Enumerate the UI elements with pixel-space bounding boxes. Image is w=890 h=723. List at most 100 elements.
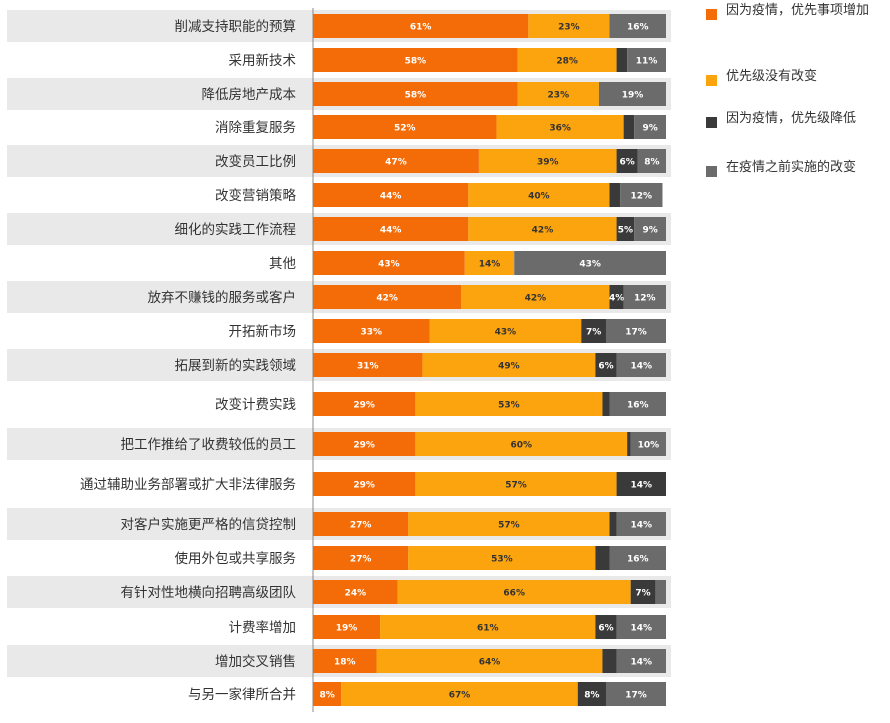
data-label: 10% [638, 441, 660, 451]
data-label: 7% [586, 328, 601, 338]
bar-segment [313, 319, 430, 343]
bar-segment [598, 82, 666, 106]
bar-segment [602, 649, 617, 673]
data-label: 4% [609, 294, 624, 304]
data-label: 9% [642, 124, 657, 134]
data-label: 58% [405, 91, 427, 101]
bar-segment [517, 82, 599, 106]
data-label: 16% [627, 401, 649, 411]
bar-segment [313, 149, 479, 173]
bar-segment [313, 251, 465, 275]
bar-segment [517, 48, 617, 72]
category-label: 计费率增加 [229, 619, 297, 636]
category-label: 拓展到新的实践领域 [175, 358, 297, 374]
bar-segment [595, 546, 610, 570]
data-label: 44% [380, 226, 402, 236]
bar-segment [634, 115, 666, 139]
bar-segment [380, 615, 596, 639]
category-label: 通过辅助业务部署或扩大非法律服务 [80, 477, 296, 493]
bar-segment [478, 149, 617, 173]
data-label: 5% [618, 226, 633, 236]
bar-segment [313, 682, 342, 706]
data-label: 27% [350, 555, 372, 565]
bar-segment [609, 512, 617, 536]
category-label: 使用外包或共享服务 [175, 550, 297, 567]
bar-segment [313, 472, 416, 496]
data-label: 29% [353, 441, 375, 451]
bar-segment [630, 580, 656, 604]
bar-segment [616, 512, 666, 536]
data-label: 24% [345, 589, 367, 599]
data-label: 14% [631, 521, 653, 531]
category-label: 改变计费实践 [215, 397, 296, 413]
data-label: 60% [510, 441, 532, 451]
bar-segment [595, 353, 617, 377]
data-label: 12% [634, 294, 656, 304]
bar-segment [341, 682, 578, 706]
category-label: 开拓新市场 [229, 323, 297, 340]
bar-segment [609, 392, 666, 416]
data-label: 42% [525, 294, 547, 304]
stacked-bar-chart: 削减支持职能的预算 61% 23% 16% 采用新技术 58% 28% 11% 降低房地产成本 5… [7, 8, 671, 712]
category-label: 增加交叉销售 [215, 653, 296, 670]
data-label: 42% [532, 226, 554, 236]
category-label: 消除重复服务 [215, 119, 296, 136]
data-label: 16% [627, 555, 649, 565]
category-label: 有针对性地横向招聘高级团队 [121, 584, 297, 601]
data-label: 43% [378, 260, 400, 270]
bar-segment [468, 217, 617, 241]
data-label: 23% [548, 91, 570, 101]
bar-segment [616, 149, 638, 173]
data-label: 7% [635, 589, 650, 599]
data-label: 14% [631, 362, 653, 372]
bar-segment [461, 285, 610, 309]
bar-segment [313, 432, 416, 456]
bar-segment [616, 217, 635, 241]
bar-segment [627, 48, 666, 72]
bar-segment [415, 472, 617, 496]
data-label: 39% [537, 158, 559, 168]
data-label: 19% [622, 91, 644, 101]
data-label: 64% [479, 658, 501, 668]
bar-segment [376, 649, 603, 673]
bar-segment [623, 115, 635, 139]
data-label: 17% [625, 691, 647, 701]
bar-segment [581, 319, 606, 343]
bar-segment [609, 183, 621, 207]
bar-segment [602, 392, 610, 416]
data-label: 58% [405, 57, 427, 67]
data-label: 36% [549, 124, 571, 134]
legend-item-pre-pandemic: 在疫情之前实施的改变 [706, 161, 876, 177]
data-label: 28% [556, 57, 578, 67]
data-label: 57% [505, 481, 527, 491]
data-label: 52% [394, 124, 416, 134]
legend-label-unchanged: 优先级没有改变 [726, 69, 818, 84]
data-label: 67% [449, 691, 471, 701]
legend-swatch-increased [706, 9, 717, 20]
data-label: 53% [498, 401, 520, 411]
bar-segment [616, 353, 666, 377]
data-label: 8% [584, 691, 599, 701]
legend-swatch-unchanged [706, 75, 717, 86]
bar-segment [605, 682, 666, 706]
bar-segment [468, 183, 610, 207]
data-label: 49% [498, 362, 520, 372]
bar-segment [313, 183, 469, 207]
data-label: 29% [353, 481, 375, 491]
bar-segment [464, 251, 515, 275]
category-label: 采用新技术 [229, 53, 297, 69]
bar-segment [313, 353, 423, 377]
bar-segment [408, 546, 596, 570]
legend-label-decreased: 因为疫情，优先级降低 [726, 111, 857, 126]
data-label: 9% [642, 226, 657, 236]
category-label: 与另一家律所合并 [188, 686, 296, 703]
bar-segment [616, 472, 666, 496]
bar-segment [313, 615, 381, 639]
bar-segment [313, 115, 497, 139]
data-label: 29% [353, 401, 375, 411]
category-label: 改变营销策略 [215, 187, 296, 204]
bar-segment [616, 48, 628, 72]
category-label: 其他 [269, 256, 296, 272]
bar-segment [415, 432, 628, 456]
bar-segment [313, 82, 518, 106]
